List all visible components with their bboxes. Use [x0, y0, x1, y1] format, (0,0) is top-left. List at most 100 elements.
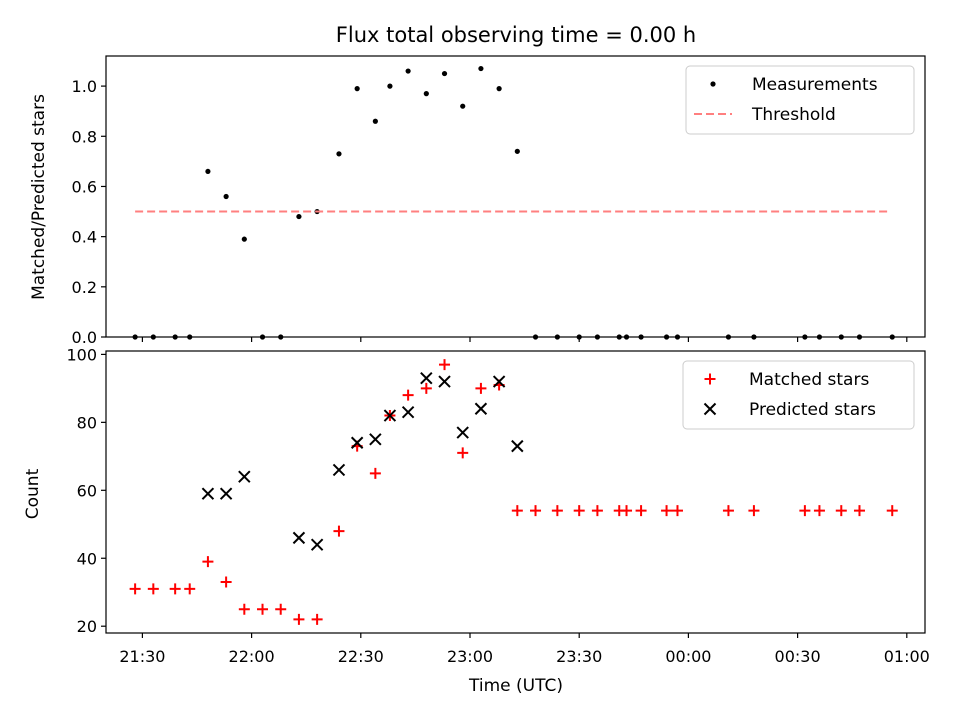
matched-star-marker	[184, 583, 196, 595]
measurement-point	[838, 334, 844, 340]
measurement-point	[725, 334, 732, 340]
matched-star-marker	[202, 556, 214, 568]
matched-star-marker	[220, 576, 232, 588]
matched-star-marker	[671, 505, 683, 517]
x-axis-label: Time (UTC)	[468, 676, 563, 696]
measurement-point	[638, 334, 644, 340]
matched-star-marker	[661, 505, 673, 517]
predicted-star-marker	[474, 402, 488, 415]
measurement-point	[336, 151, 342, 157]
measurement-point	[554, 334, 560, 340]
measurement-point	[405, 68, 411, 74]
y-tick-label: 60	[77, 481, 97, 500]
x-tick-label: 01:00	[884, 647, 930, 666]
measurement-point	[802, 334, 808, 340]
x-tick-label: 00:00	[665, 647, 711, 666]
measurement-point	[594, 334, 601, 340]
measurement-point	[889, 334, 895, 340]
predicted-star-marker	[438, 375, 451, 388]
matched-star-marker	[311, 613, 323, 625]
y-tick-label: 0.0	[72, 328, 97, 347]
matched-star-marker	[238, 603, 250, 615]
matched-star-marker	[275, 603, 287, 615]
predicted-star-marker	[201, 487, 215, 500]
measurement-point	[241, 236, 247, 242]
y-tick-label: 20	[77, 617, 97, 636]
measurement-point	[259, 334, 266, 340]
measurement-point	[372, 118, 378, 124]
measurement-point	[674, 334, 681, 340]
matched-star-marker	[530, 505, 542, 517]
predicted-star-marker	[383, 409, 397, 422]
matched-star-marker	[748, 505, 760, 517]
measurement-point	[205, 168, 211, 175]
matched-star-marker	[886, 505, 898, 517]
measurement-point	[751, 334, 757, 340]
x-tick-label: 00:30	[775, 647, 821, 666]
predicted-star-marker	[456, 426, 469, 439]
predicted-star-marker	[238, 470, 251, 483]
measurement-point	[623, 334, 630, 340]
legend-predicted-swatch	[703, 402, 717, 416]
y-tick-label: 40	[77, 549, 97, 568]
legend-label: Matched stars	[749, 370, 869, 390]
matched-star-marker	[439, 359, 451, 371]
measurement-point	[816, 334, 823, 340]
y-tick-label: 100	[66, 345, 97, 364]
measurement-point	[354, 86, 360, 92]
predicted-star-marker	[511, 439, 524, 453]
matched-star-marker	[591, 505, 603, 517]
y-tick-label: 0.6	[72, 177, 97, 196]
measurement-point	[576, 334, 582, 340]
matched-star-marker	[635, 505, 647, 517]
legend-label: Measurements	[752, 75, 878, 95]
matched-star-marker	[257, 603, 269, 615]
legend-measurement-swatch	[710, 81, 716, 87]
y-tick-label: 80	[77, 413, 97, 432]
predicted-star-marker	[219, 487, 233, 500]
matched-star-marker	[402, 389, 414, 401]
bottom-y-axis-label: Count	[23, 468, 43, 519]
measurement-point	[132, 334, 138, 340]
matched-star-marker	[420, 382, 432, 394]
matched-star-marker	[293, 613, 305, 625]
top-panel: 0.0 0.2 0.4 0.6 0.8 1.0 Measurements Threshold	[72, 55, 926, 347]
legend-label: Threshold	[751, 105, 836, 125]
measurement-point	[441, 70, 448, 77]
matched-star-marker	[799, 505, 811, 517]
matched-star-marker	[333, 525, 345, 537]
matched-star-marker	[835, 505, 847, 517]
y-tick-label: 1.0	[72, 77, 97, 96]
matched-star-marker	[573, 505, 585, 517]
predicted-star-marker	[292, 531, 306, 545]
top-y-axis-label: Matched/Predicted stars	[29, 94, 49, 300]
predicted-star-marker	[492, 375, 506, 388]
measurement-point	[663, 334, 670, 340]
plot-frame	[105, 350, 926, 634]
predicted-star-marker	[420, 371, 433, 385]
legend-matched-swatch	[704, 373, 716, 385]
measurement-point	[172, 334, 178, 340]
predicted-star-marker	[401, 405, 415, 419]
y-tick-label: 0.2	[72, 278, 97, 297]
measurement-point	[616, 334, 622, 340]
measurement-point	[296, 213, 302, 220]
x-tick-label: 23:00	[447, 647, 493, 666]
measurement-point	[496, 86, 502, 92]
matched-star-marker	[722, 505, 734, 517]
x-tick-label: 21:30	[119, 647, 165, 666]
predicted-star-marker	[310, 538, 324, 551]
y-tick-label: 0.8	[72, 127, 97, 146]
matched-star-marker	[369, 467, 381, 479]
matched-star-marker	[551, 505, 563, 517]
measurement-point	[460, 103, 466, 109]
measurement-point	[150, 334, 156, 340]
legend-box	[685, 65, 915, 135]
matched-star-marker	[457, 447, 469, 459]
legend-box	[682, 360, 915, 430]
measurement-point	[423, 91, 429, 97]
matched-star-marker	[147, 583, 159, 595]
x-tick-label: 22:30	[338, 647, 384, 666]
predicted-star-marker	[350, 436, 364, 449]
